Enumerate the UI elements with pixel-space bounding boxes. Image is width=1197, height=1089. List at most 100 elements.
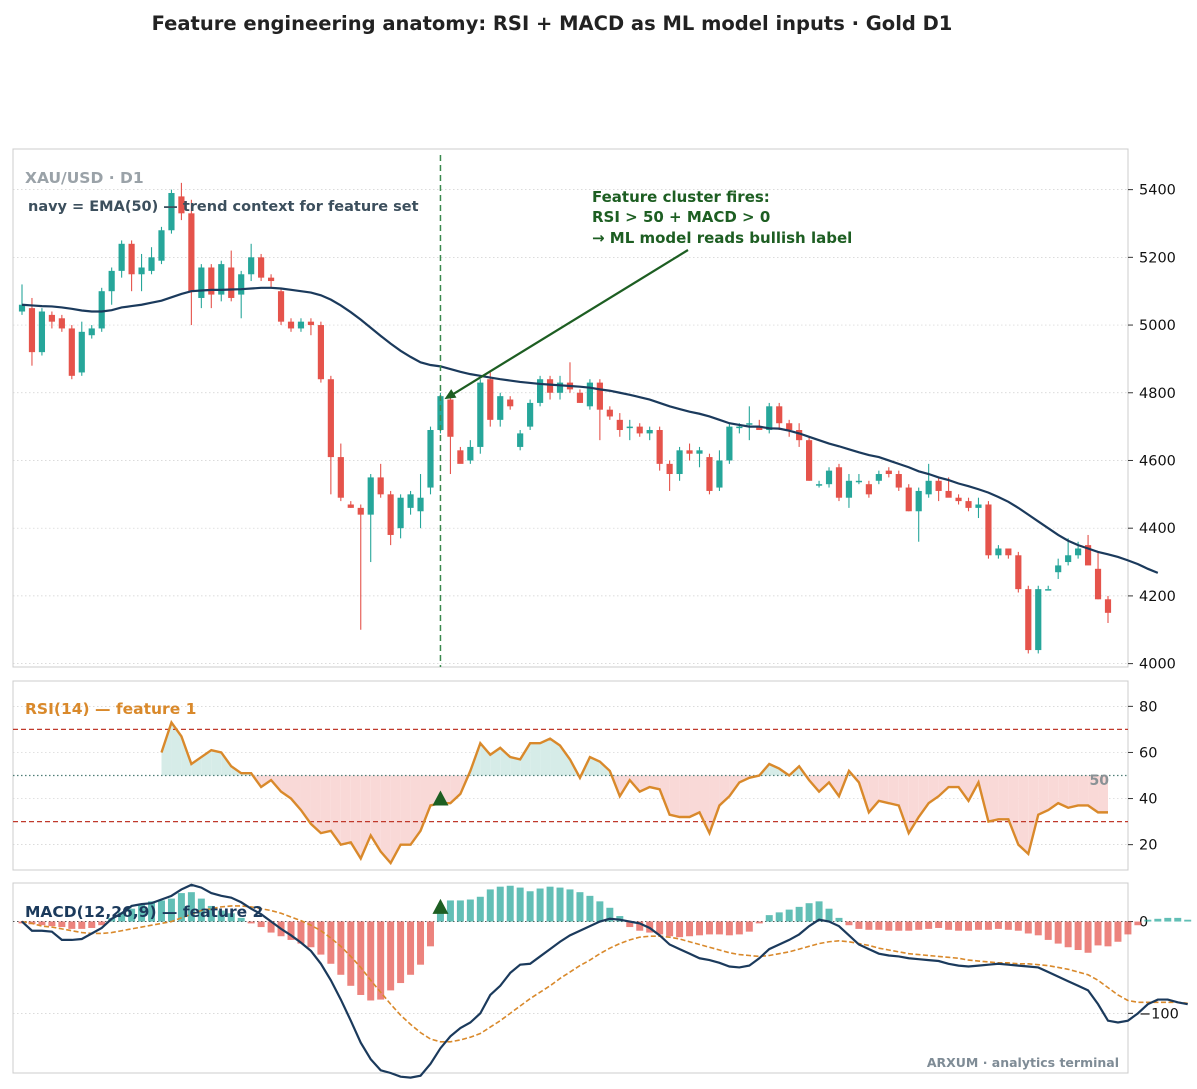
y-tick-label: 0 — [1139, 915, 1148, 931]
histogram-bar-negative — [58, 921, 66, 928]
candle-body — [955, 497, 962, 502]
rsi-fill-below — [330, 775, 341, 845]
rsi-fill-below — [1098, 775, 1108, 813]
histogram-bar-negative — [1114, 921, 1122, 942]
candle-body — [1025, 589, 1032, 651]
candle-body — [736, 426, 743, 429]
candle-body — [28, 308, 36, 353]
histogram-bar-negative — [735, 921, 743, 935]
histogram-bar-positive — [586, 895, 594, 922]
candle-body — [576, 392, 584, 403]
histogram-bar-negative — [1044, 921, 1052, 940]
rsi-fill-below — [310, 775, 321, 834]
rsi-signal-marker — [432, 790, 449, 806]
candle-body — [905, 487, 912, 512]
candle-body — [437, 396, 444, 431]
histogram-bar-positive — [825, 908, 833, 922]
candle-body — [1055, 565, 1062, 573]
candle-body — [855, 480, 863, 483]
histogram-bar-negative — [48, 921, 56, 927]
candle-body — [497, 396, 504, 420]
histogram-bar-negative — [705, 921, 713, 935]
candle-body — [407, 494, 414, 508]
candle-body — [537, 379, 544, 403]
candle-body — [447, 399, 454, 437]
candle-body — [297, 321, 305, 329]
histogram-bar-positive — [1144, 919, 1152, 922]
candle-body — [975, 504, 982, 508]
histogram-bar-positive — [566, 889, 574, 922]
histogram-bar-negative — [955, 921, 963, 931]
rsi-fill-below — [928, 775, 939, 804]
candle-body — [726, 426, 733, 461]
candle-body — [507, 399, 514, 407]
rsi-mid-label: 50 — [1090, 773, 1110, 789]
histogram-bar-negative — [88, 921, 96, 928]
chart-title: Feature engineering anatomy: RSI + MACD … — [152, 12, 953, 35]
candle-body — [1084, 545, 1092, 566]
candle-body — [845, 480, 853, 498]
annotation-line-3: → ML model reads bullish label — [592, 229, 852, 247]
rsi-fill-above — [161, 722, 172, 776]
candle-body — [228, 267, 235, 298]
candle-body — [148, 257, 155, 271]
histogram-bar-positive — [606, 907, 614, 922]
macd-line — [21, 883, 1188, 1079]
candle-body — [546, 379, 554, 393]
histogram-bar-negative — [865, 921, 873, 930]
histogram-bar-negative — [1004, 921, 1012, 930]
histogram-bar-negative — [1134, 921, 1142, 926]
histogram-bar-negative — [1064, 921, 1072, 948]
rsi-fill-below — [1038, 775, 1049, 815]
histogram-bar-positive — [1184, 919, 1192, 922]
histogram-bar-negative — [317, 921, 325, 955]
histogram-bar-negative — [1014, 921, 1022, 931]
rsi-fill-above — [769, 763, 780, 776]
histogram-bar-positive — [227, 913, 235, 922]
histogram-bar-negative — [367, 921, 375, 1001]
histogram-bar-positive — [546, 886, 554, 922]
histogram-bar-negative — [387, 921, 395, 991]
rsi-line — [160, 719, 1108, 866]
histogram-bar-positive — [476, 896, 484, 922]
histogram-bar-positive — [496, 886, 504, 922]
candle-body — [1015, 555, 1022, 590]
candle-body — [1035, 589, 1042, 651]
histogram-bar-negative — [875, 921, 883, 930]
histogram-bar-negative — [307, 921, 315, 948]
price-panel-label: XAU/USD · D1 — [25, 169, 144, 187]
rsi-fill-below — [1028, 775, 1039, 854]
candle-body — [686, 450, 693, 454]
histogram-bar-negative — [984, 921, 992, 930]
annotation-arrow — [450, 249, 689, 397]
rsi-fill-below — [908, 775, 919, 834]
histogram-bar-negative — [676, 921, 684, 938]
histogram-bar-positive — [177, 893, 185, 922]
candle-body — [337, 457, 344, 498]
rsi-fill-below — [659, 775, 670, 815]
rsi-fill-below — [689, 775, 700, 817]
candle-body — [287, 321, 295, 329]
candle-body — [218, 264, 225, 295]
rsi-fill-below — [291, 775, 301, 811]
histogram-bar-positive — [576, 892, 584, 922]
candle-body — [1094, 568, 1102, 600]
y-tick-label: 40 — [1139, 792, 1157, 808]
candle-body — [716, 460, 723, 488]
candle-body — [487, 379, 494, 420]
histogram-bar-negative — [845, 921, 853, 926]
rsi-fill-above — [171, 722, 182, 776]
histogram-bar-positive — [785, 909, 793, 922]
rsi-fill-below — [938, 775, 949, 797]
candle-body — [806, 440, 813, 481]
candle-body — [178, 196, 185, 214]
y-tick-label: 4000 — [1139, 657, 1176, 673]
rsi-fill-below — [888, 775, 899, 806]
candle-body — [815, 484, 823, 486]
candle-body — [646, 430, 653, 434]
rsi-fill-below — [679, 775, 690, 817]
rsi-fill-below — [420, 775, 431, 831]
histogram-bar-negative — [407, 921, 415, 975]
candle-body — [427, 430, 434, 488]
